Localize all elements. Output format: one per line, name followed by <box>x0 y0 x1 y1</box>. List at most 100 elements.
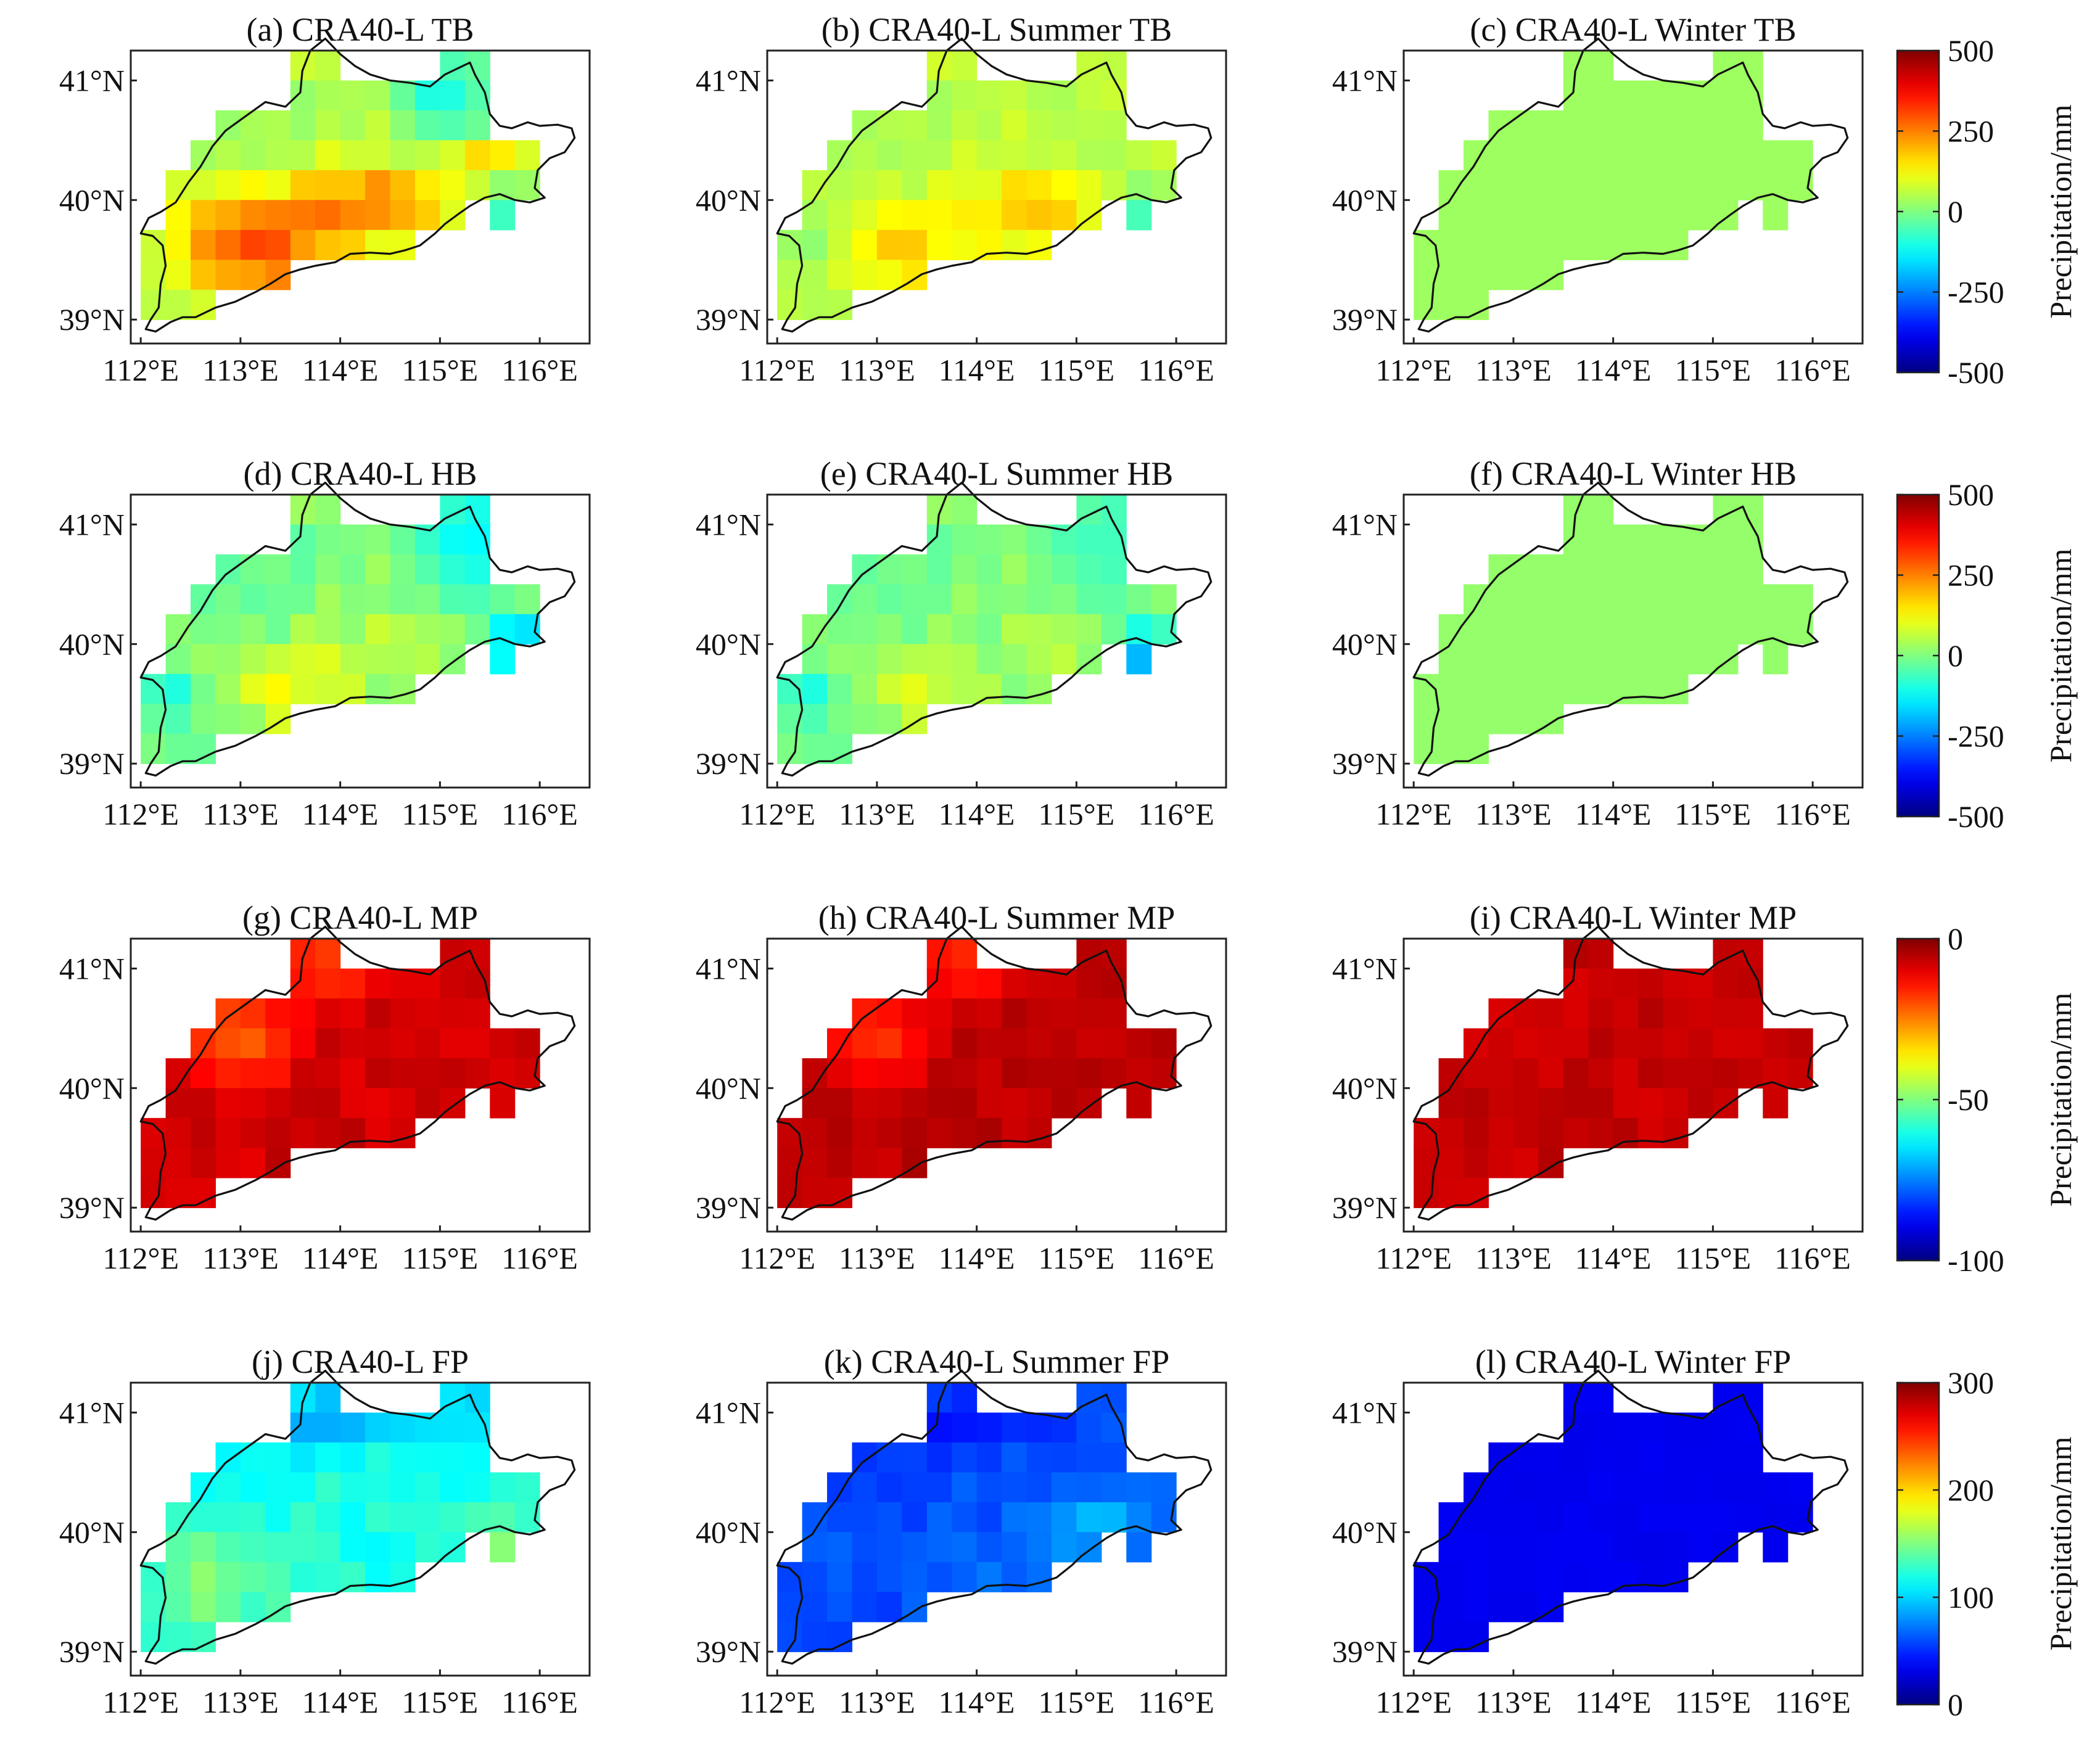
grid-cell <box>1488 704 1514 735</box>
grid-cell <box>1688 644 1713 675</box>
panel-title: (a) CRA40-L TB <box>247 11 474 48</box>
lon-tick-label: 116°E <box>1774 353 1851 387</box>
grid-cell <box>290 170 316 200</box>
grid-cell <box>464 1383 490 1414</box>
map-panel-h: (h) CRA40-L Summer MP 112°E 113°E 114°E 115°… <box>696 899 1227 1275</box>
grid-cell <box>926 524 952 555</box>
grid-cell <box>315 998 341 1029</box>
grid-cell <box>852 1502 878 1533</box>
grid-cell <box>802 704 828 735</box>
grid-cells <box>141 1383 540 1652</box>
grid-cell <box>1588 1562 1614 1592</box>
grid-cell <box>290 939 316 969</box>
grid-cell <box>1588 939 1614 969</box>
grid-cell <box>265 673 291 704</box>
grid-cell <box>365 1058 391 1088</box>
lat-tick-label: 40°N <box>1332 1071 1398 1105</box>
grid-cell <box>390 614 416 644</box>
grid-cell <box>440 80 466 111</box>
grid-cell <box>240 1502 266 1533</box>
grid-cell <box>165 1088 191 1119</box>
grid-cell <box>1126 140 1152 171</box>
grid-cell <box>1488 614 1514 644</box>
grid-cell <box>1464 644 1489 675</box>
grid-cell <box>365 968 391 999</box>
grid-cell <box>876 1088 902 1119</box>
grid-cell <box>1052 200 1077 231</box>
map-panel-l: (l) CRA40-L Winter FP 112°E 113°E 114°E 115°… <box>1332 1343 1864 1719</box>
grid-cell <box>1538 1442 1564 1473</box>
grid-cell <box>340 1117 366 1148</box>
grid-cell <box>1638 644 1664 675</box>
grid-cells <box>1414 51 1813 320</box>
grid-cell <box>1488 1472 1514 1503</box>
grid-cell <box>976 998 1002 1029</box>
grid-cell <box>1026 1562 1052 1592</box>
grid-cell <box>902 229 928 260</box>
grid-cell <box>1076 968 1102 999</box>
grid-cell <box>876 644 902 675</box>
grid-cell <box>464 1442 490 1473</box>
grid-cell <box>191 289 216 320</box>
grid-cell <box>876 1562 902 1592</box>
grid-cell <box>1513 140 1539 171</box>
grid-cell <box>215 584 241 615</box>
grid-cells <box>141 939 540 1208</box>
grid-cell <box>215 998 241 1029</box>
grid-cell <box>1538 1028 1564 1059</box>
grid-cell <box>1002 80 1027 111</box>
grid-cell <box>1052 614 1077 644</box>
grid-cell <box>240 1442 266 1473</box>
grid-cell <box>952 229 978 260</box>
grid-cell <box>1464 289 1489 320</box>
grid-cell <box>976 614 1002 644</box>
grid-cell <box>852 1562 878 1592</box>
grid-cell <box>926 968 952 999</box>
panel-title: (j) CRA40-L FP <box>252 1343 469 1380</box>
grid-cell <box>1613 998 1639 1029</box>
grid-cell <box>1613 1088 1639 1119</box>
grid-cell <box>464 998 490 1029</box>
grid-cell <box>440 170 466 200</box>
grid-cell <box>191 1592 216 1623</box>
lat-tick-label: 39°N <box>696 1190 761 1225</box>
lon-tick-label: 116°E <box>1138 353 1214 387</box>
grid-cell <box>464 1472 490 1503</box>
grid-cell <box>1052 110 1077 141</box>
colorbar-1: 500 250 0 -250 -500 Precipitation/mm <box>1896 477 2078 834</box>
grid-cell <box>365 1562 391 1592</box>
grid-cell <box>1613 1028 1639 1059</box>
grid-cell <box>976 200 1002 231</box>
grid-cell <box>265 1058 291 1088</box>
grid-cell <box>1488 673 1514 704</box>
grid-cell <box>852 704 878 735</box>
grid-cell <box>1737 1472 1763 1503</box>
lon-tick-label: 113°E <box>1475 1241 1552 1275</box>
lon-tick-label: 116°E <box>1138 1241 1214 1275</box>
grid-cell <box>952 1383 978 1414</box>
grid-cell <box>290 673 316 704</box>
colorbar-tick-label: 0 <box>1948 1687 1963 1722</box>
grid-cell <box>1464 584 1489 615</box>
grid-cell <box>902 998 928 1029</box>
grid-cell <box>1076 80 1102 111</box>
grid-cell <box>1101 1502 1127 1533</box>
grid-cell <box>1026 1502 1052 1533</box>
grid-cell <box>1663 80 1689 111</box>
grid-cell <box>802 733 828 764</box>
grid-cell <box>1688 1532 1713 1563</box>
grid-cell <box>315 1532 341 1563</box>
grid-cell <box>1588 968 1614 999</box>
grid-cell <box>141 704 167 735</box>
grid-cell <box>191 1177 216 1208</box>
grid-cell <box>191 1028 216 1059</box>
grid-cell <box>1563 140 1589 171</box>
grid-cell <box>1126 1472 1152 1503</box>
grid-cell <box>902 644 928 675</box>
watershed-boundary <box>776 1370 1213 1665</box>
grid-cell <box>1763 644 1789 675</box>
grid-cell <box>902 673 928 704</box>
grid-cell <box>1613 140 1639 171</box>
lat-tick-label: 40°N <box>59 183 125 217</box>
grid-cell <box>1538 110 1564 141</box>
